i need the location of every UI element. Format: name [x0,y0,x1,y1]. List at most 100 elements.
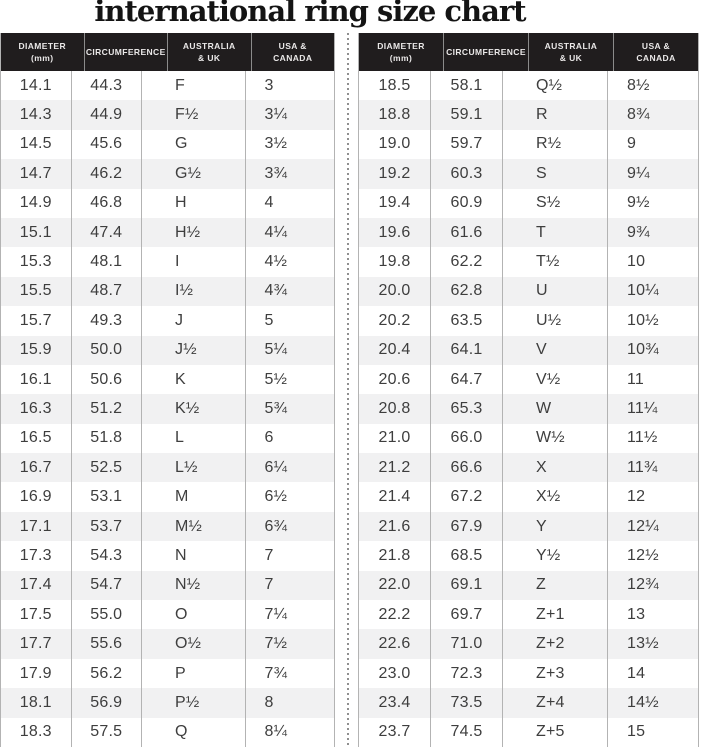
table-row: 19.2 60.3 S 9¼ [359,159,698,189]
table-cell: X½ [502,482,607,512]
table-cell: 4½ [244,247,335,277]
table-cell: M½ [141,511,245,542]
table-cell: 14.9 [19,194,52,212]
table-cell: 21.8 [378,546,411,564]
table-cell: 15.9 [19,341,52,359]
table-row: 16.3 51.2 K½ 5¾ [1,394,334,424]
header-sublabel: CANADA [636,53,676,63]
table-row: 17.3 54.3 N 7 [1,541,335,571]
table-cell: 8¾ [607,100,698,130]
table-cell: 66.6 [430,453,502,483]
table-cell: P½ [141,688,245,718]
table-row: 21.2 66.6 X 11¾ [359,453,698,483]
table-cell: P [141,658,245,689]
header-sublabel: (mm) [31,53,54,63]
table-cell: 53.1 [70,482,142,512]
table-cell: 22.0 [378,576,411,594]
table-cell: 56.9 [70,688,142,718]
table-cell: 10¼ [607,276,698,307]
table-cell: 15 [607,717,698,747]
table-cell: O [141,600,245,630]
table-cell: T [502,217,607,248]
table-row: 19.6 61.6 T 9¾ [359,217,698,248]
table-cell: 8½ [607,71,698,101]
table-row: 16.1 50.6 K 5½ [1,364,334,395]
table-cell: I½ [141,276,245,307]
header-label: USA & [278,40,307,51]
table-cell: 54.3 [70,541,142,571]
table-cell: F½ [141,100,245,130]
table-cell: 20.8 [378,399,411,417]
table-cell: Q [141,717,245,747]
table-cell: Z+5 [502,717,607,747]
table-cell: O½ [141,629,245,659]
dotted-divider [347,33,349,747]
table-cell: V½ [502,364,607,395]
table-cell: 69.7 [430,600,502,630]
table-cell: G [141,129,245,160]
table-cell: 23.0 [378,664,411,682]
table-cell: 55.0 [70,600,142,630]
header-cell-circumference: CIRCUMFERENCE [83,33,168,71]
table-cell: 18.5 [378,76,411,94]
table-cell: Y [502,511,607,542]
table-cell: 10 [607,247,698,277]
table-row: 20.0 62.8 U 10¼ [359,276,698,307]
table-cell: 14 [607,658,698,689]
table-cell: 3½ [244,129,335,160]
table-cell: 44.3 [70,71,142,101]
table-cell: 19.6 [378,223,411,241]
table-cell: 66.0 [430,423,502,454]
header-sublabel: (mm) [389,53,413,63]
table-cell: X [502,453,607,483]
table-row: 18.3 57.5 Q 8¼ [1,717,334,747]
table-cell: 14.1 [19,76,52,94]
table-cell: 59.1 [430,100,502,130]
table-row: 14.5 45.6 G 3½ [1,129,335,160]
table-cell: 18.1 [19,693,52,711]
table-cell: U½ [502,306,607,336]
table-cell: W½ [502,423,607,454]
table-cell: 7¼ [244,600,335,630]
table-cell: I [141,247,245,277]
table-cell: 11½ [607,423,698,454]
table-cell: T½ [502,247,607,277]
table-cell: 3¼ [244,100,335,130]
table-cell: S½ [502,188,607,218]
header-sublabel: CANADA [273,53,313,63]
header-label: DIAMETER [18,40,67,51]
table-cell: 7 [244,541,335,571]
table-row: 21.8 68.5 Y½ 12½ [359,541,698,571]
table-cell: 48.7 [70,276,142,307]
table-row: 17.4 54.7 N½ 7 [1,570,334,601]
table-cell: 7¾ [244,658,335,689]
table-cell: 56.2 [70,658,142,689]
table-cell: 65.3 [430,394,502,424]
table-cell: 3 [244,71,335,101]
table-row: 23.0 72.3 Z+3 14 [359,658,698,689]
table-row: 17.7 55.6 O½ 7½ [1,629,334,659]
table-cell: 9¼ [607,159,698,189]
table-cell: 68.5 [430,541,502,571]
table-cell: 20.4 [378,341,411,359]
table-cell: 16.7 [19,458,52,476]
table-cell: 17.4 [19,576,52,594]
table-row: 19.4 60.9 S½ 9½ [359,188,698,218]
table-cell: 23.7 [378,723,411,741]
table-cell: 23.4 [378,693,411,711]
table-cell: 48.1 [70,247,142,277]
table-row: 22.2 69.7 Z+1 13 [359,600,698,630]
table-cell: H [141,188,245,218]
table-cell: L½ [141,453,245,483]
table-cell: 67.2 [430,482,502,512]
table-row: 18.1 56.9 P½ 8 [1,688,334,718]
table-cell: 62.2 [430,247,502,277]
table-cell: 53.7 [70,511,142,542]
header-label: AUSTRALIA [182,40,236,51]
table-cell: 51.2 [70,394,142,424]
table-cell: 5¼ [244,335,335,365]
table-cell: 22.2 [378,605,411,623]
header-label: DIAMETER [377,40,425,51]
table-body: 18.5 58.1 Q½ 8½ 18.8 59.1 R 8¾ 19.0 59.7 R½ 9 19.2 60… [359,71,698,747]
table-cell: 16.3 [19,399,52,417]
